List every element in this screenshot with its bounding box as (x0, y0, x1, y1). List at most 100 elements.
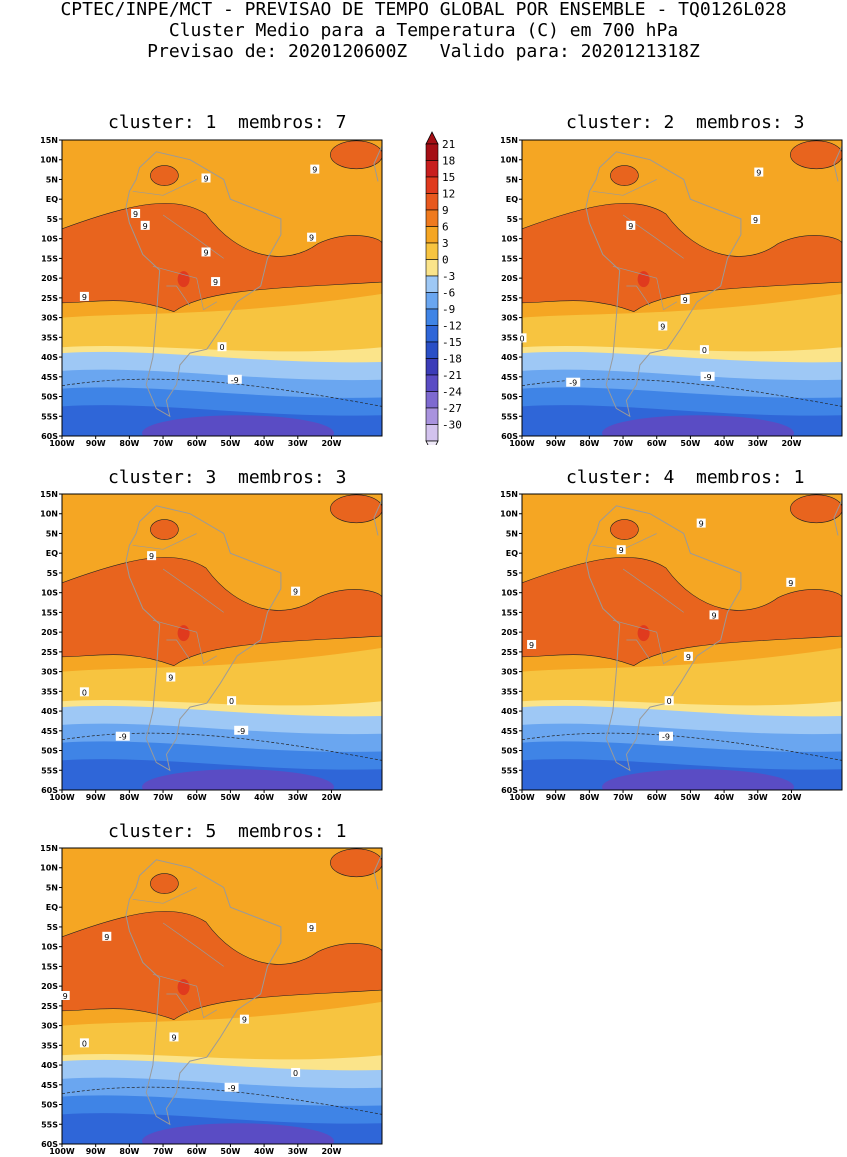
lon-label: 30W (748, 439, 768, 446)
contour-label-box (291, 586, 301, 596)
lon-label: 100W (509, 793, 535, 800)
field-warm-blob (330, 140, 382, 170)
colorbar-swatch (425, 341, 439, 359)
contour-label: 9 (63, 992, 68, 1001)
contour-label-box (626, 220, 636, 230)
lon-label: 80W (119, 793, 139, 800)
border-line (132, 533, 197, 550)
contour-label-box (307, 232, 317, 242)
lat-label: 10S (501, 235, 518, 244)
plot-frame (521, 493, 843, 791)
contour-label: -9 (237, 727, 245, 736)
lon-label: 100W (509, 439, 535, 446)
lat-label: 60S (41, 786, 58, 795)
colorbar-label: 9 (442, 204, 449, 217)
coastline (125, 505, 282, 772)
lon-label: 80W (579, 439, 599, 446)
border-line (612, 265, 678, 311)
lon-label: 70W (153, 793, 173, 800)
lat-label: 45S (41, 373, 58, 382)
lat-label: 30S (41, 1022, 58, 1031)
field-warm-blob (330, 848, 382, 878)
field-warm-blob (150, 873, 179, 894)
contour-minus9 (522, 378, 842, 407)
border-line (626, 285, 651, 306)
colorbar-label: 0 (442, 254, 449, 267)
contour-minus9 (62, 732, 382, 761)
contour-label-box (664, 696, 674, 706)
colorbar-label: -18 (442, 353, 462, 366)
border-line (166, 285, 191, 306)
border-line (162, 214, 224, 259)
lon-label: 40W (714, 439, 734, 446)
field-purple-core (602, 415, 794, 436)
contour-label-box (658, 321, 668, 331)
colorbar-swatch (425, 259, 439, 277)
lat-label: 50S (501, 747, 518, 756)
panel-1-title: cluster: 1 membros: 7 (108, 112, 347, 133)
lat-label: 25S (501, 294, 518, 303)
lon-label: 30W (288, 793, 308, 800)
colorbar-top-arrow (425, 131, 439, 145)
lat-label: 50S (501, 393, 518, 402)
contour-label-box (115, 731, 130, 741)
contour-label: 0 (82, 1039, 87, 1048)
contour-label-box (60, 991, 70, 1000)
lon-label: 60W (187, 439, 207, 446)
border-line (152, 265, 218, 311)
map-panel-5: 15N 10N 5N EQ 5S 10S 15S 20S 25S 30S 35S 40S 45S 50S 5… (40, 844, 383, 1156)
colorbar-label: -30 (442, 419, 462, 432)
lat-label: 30S (501, 668, 518, 677)
lat-label: 40S (41, 707, 58, 716)
colorbar-swatch (425, 209, 439, 227)
lon-label: 20W (781, 793, 801, 800)
border-line (622, 568, 684, 613)
colorbar-label: -21 (442, 369, 462, 382)
colorbar-label: 18 (442, 155, 455, 168)
contour-minus9 (62, 1086, 382, 1115)
contour-label: 9 (242, 1016, 247, 1025)
lon-label: 20W (321, 439, 341, 446)
colorbar-swatch (425, 407, 439, 425)
field-warm-blob (330, 494, 382, 524)
lon-label: 90W (86, 793, 106, 800)
contour-label: 9 (756, 169, 761, 178)
contour-label: 9 (711, 611, 716, 620)
contour-label: 9 (203, 174, 208, 183)
contour-label: 0 (219, 343, 224, 352)
contour-label: 9 (168, 674, 173, 683)
lat-label: 25S (41, 294, 58, 303)
lat-label: 15S (41, 254, 58, 263)
lat-label: 10N (500, 510, 518, 519)
lon-label: 50W (680, 793, 700, 800)
lon-label: 40W (714, 793, 734, 800)
contour-minus9 (62, 378, 382, 407)
colorbar-swatch (425, 358, 439, 376)
lat-label: EQ (46, 549, 58, 558)
colorbar-swatch (425, 292, 439, 310)
lat-label: 55S (41, 1120, 58, 1129)
colorbar-swatch (425, 391, 439, 409)
colorbar-label: -3 (442, 270, 455, 283)
coastline (373, 499, 382, 536)
contour-label-box (79, 687, 89, 697)
map-panel-1: 15N 10N 5N EQ 5S 10S 15S 20S 25S 30S 35S 40S 45S 50S 5… (40, 136, 383, 446)
lat-label: 10N (40, 156, 58, 165)
coastline (373, 145, 382, 182)
contour-label-box (754, 167, 764, 177)
contour-label: 9 (149, 552, 154, 561)
contour-label-box (659, 731, 673, 741)
lat-label: 55S (501, 412, 518, 421)
lon-label: 50W (220, 1147, 240, 1156)
contour-label-box (517, 333, 527, 343)
coastline (125, 859, 282, 1126)
plot-frame (61, 493, 383, 791)
border-line (152, 973, 218, 1019)
lat-label: 50S (41, 1101, 58, 1110)
lat-label: 25S (41, 648, 58, 657)
field-warm-blob (610, 165, 639, 186)
panel-4-title: cluster: 4 membros: 1 (566, 467, 805, 488)
contour-label-box (683, 651, 693, 661)
colorbar-label: -12 (442, 320, 462, 333)
lon-label: 30W (288, 439, 308, 446)
